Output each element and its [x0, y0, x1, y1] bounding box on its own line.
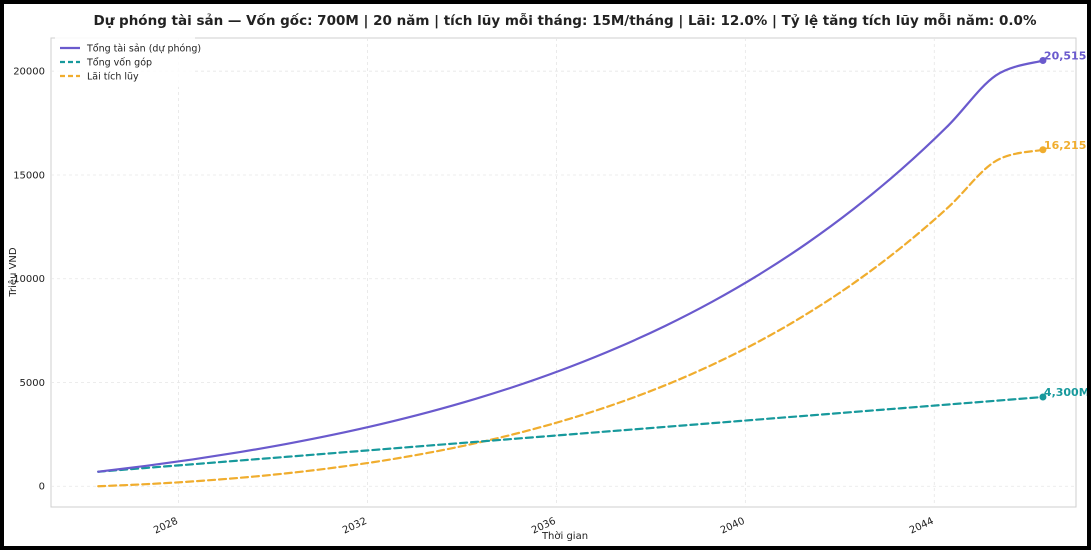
- y-tick-label: 20000: [13, 67, 45, 78]
- series-line: [97, 395, 1045, 473]
- line-chart: Dự phóng tài sản — Vốn gốc: 700M | 20 nă…: [7, 12, 1087, 542]
- x-tick-label: 2040: [719, 516, 747, 537]
- y-axis-ticks: 0 5000 10000 15000 20000: [13, 67, 45, 493]
- series-line: [97, 59, 1045, 473]
- x-tick-label: 2028: [152, 516, 180, 537]
- series-end-point: [1039, 57, 1047, 65]
- x-tick-label: 2032: [341, 516, 369, 537]
- y-tick-label: 10000: [13, 274, 45, 285]
- x-tick-label: 2044: [908, 516, 936, 537]
- series-line: [97, 148, 1045, 488]
- x-axis-label: Thời gian: [541, 530, 588, 542]
- series-end-label: 4,300M: [1044, 386, 1087, 399]
- chart-figure: Dự phóng tài sản — Vốn gốc: 700M | 20 nă…: [4, 4, 1087, 546]
- y-tick-label: 5000: [20, 378, 45, 389]
- plot-area: [50, 37, 1077, 508]
- series-end-label: 20,515M: [1044, 50, 1087, 63]
- legend-label: Tổng tài sản (dự phóng): [86, 44, 201, 55]
- series-end-point: [1039, 393, 1047, 401]
- y-tick-label: 0: [39, 482, 45, 493]
- legend: Tổng tài sản (dự phóng) Tổng vốn góp Lãi t…: [55, 37, 201, 87]
- y-axis-label: Triệu VND: [7, 247, 19, 298]
- end-labels: 16,215M 4,300M 20,515M: [1039, 50, 1087, 401]
- series-end-label: 16,215M: [1044, 139, 1087, 152]
- series-end-point: [1039, 146, 1047, 154]
- chart-title: Dự phóng tài sản — Vốn gốc: 700M | 20 nă…: [94, 12, 1037, 29]
- series-layer: [97, 59, 1045, 488]
- y-tick-label: 15000: [13, 170, 45, 181]
- grid-layer: [51, 38, 1076, 507]
- legend-label: Tổng vốn góp: [86, 58, 152, 69]
- legend-label: Lãi tích lũy: [87, 72, 139, 83]
